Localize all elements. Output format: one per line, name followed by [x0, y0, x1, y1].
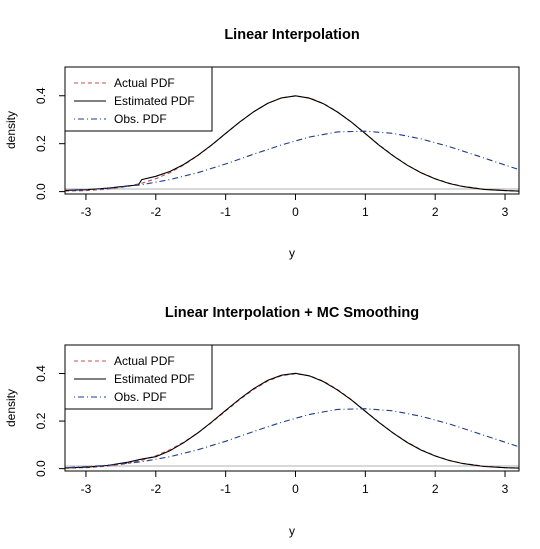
x-tick-label: -1	[220, 205, 231, 219]
legend-box	[64, 66, 213, 132]
x-tick-label: -3	[81, 482, 92, 496]
legend-box	[64, 344, 213, 410]
chart-panel-1: Linear Interpolation -3 -2 -1 0 1 2 3 0.00.20.…	[4, 27, 520, 260]
chart-title: Linear Interpolation + MC Smoothing	[165, 305, 419, 321]
x-tick-label: -1	[220, 482, 231, 496]
x-tick-label: 2	[432, 482, 439, 496]
series-line-observed	[64, 130, 520, 192]
y-axis-label: density	[4, 389, 18, 427]
x-tick-label: 2	[432, 205, 439, 219]
y-axis: 0.0 0.2 0.4	[34, 365, 65, 477]
y-tick-label: 0.4	[34, 365, 48, 382]
series-line-estimated	[64, 372, 520, 469]
x-tick-label: -2	[150, 482, 161, 496]
series-curves	[64, 95, 520, 192]
legend: Actual PDF Estimated PDF Obs. PDF	[64, 344, 213, 410]
x-tick-label: 0	[292, 482, 299, 496]
series-curves	[64, 372, 520, 469]
chart-title: Linear Interpolation	[224, 27, 359, 43]
x-tick-label: 1	[362, 205, 369, 219]
legend: Actual PDF Estimated PDF Obs. PDF	[64, 66, 213, 132]
y-tick-label: 0.2	[34, 135, 48, 152]
series-line-observed	[64, 408, 520, 469]
legend-label-actual: Actual PDF	[114, 76, 175, 90]
y-tick-label: 0.0	[34, 460, 48, 477]
x-tick-label: 3	[502, 482, 509, 496]
chart-panel-2: Linear Interpolation + MC Smoothing -3 -2…	[4, 305, 520, 538]
y-axis: 0.0 0.2 0.4	[34, 87, 65, 200]
legend-label-observed: Obs. PDF	[114, 112, 167, 126]
x-axis: -3 -2 -1 0 1 2 3	[81, 471, 509, 496]
x-tick-label: 0	[292, 205, 299, 219]
y-tick-label: 0.2	[34, 412, 48, 429]
x-tick-label: 1	[362, 482, 369, 496]
x-tick-label: -2	[150, 205, 161, 219]
legend-label-estimated: Estimated PDF	[114, 372, 195, 386]
x-tick-label: 3	[502, 205, 509, 219]
y-tick-label: 0.0	[34, 183, 48, 200]
x-axis: -3 -2 -1 0 1 2 3	[81, 194, 509, 219]
legend-label-observed: Obs. PDF	[114, 390, 167, 404]
legend-label-actual: Actual PDF	[114, 354, 175, 368]
x-tick-label: -3	[81, 205, 92, 219]
series-line-estimated	[64, 95, 520, 192]
y-axis-label: density	[4, 111, 18, 149]
legend-label-estimated: Estimated PDF	[114, 94, 195, 108]
x-axis-label: y	[289, 246, 295, 260]
x-axis-label: y	[289, 524, 295, 538]
y-tick-label: 0.4	[34, 87, 48, 104]
